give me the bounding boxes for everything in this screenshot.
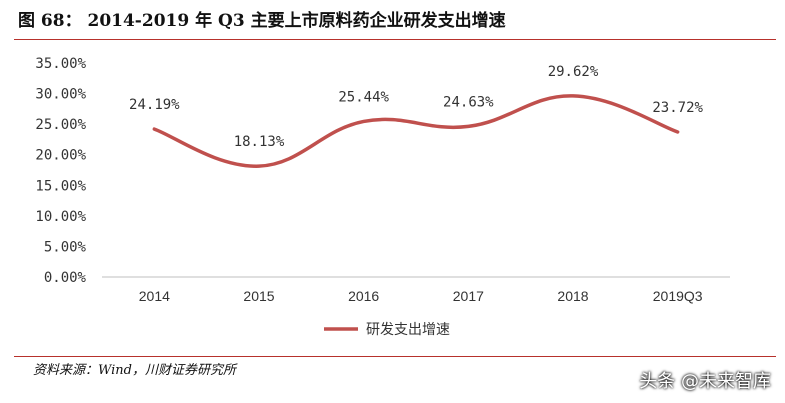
x-tick-label: 2017 (453, 288, 484, 304)
data-label: 24.19% (129, 97, 180, 113)
x-tick-label: 2014 (139, 288, 170, 304)
x-tick-label: 2018 (557, 288, 588, 304)
legend-label: 研发支出增速 (366, 322, 450, 338)
x-tick-label: 2016 (348, 288, 379, 304)
x-tick-label: 2019Q3 (653, 288, 703, 304)
data-label: 23.72% (652, 100, 703, 116)
y-tick-label: 35.00% (35, 56, 86, 72)
watermark: 头条 @未来智库 (639, 371, 771, 392)
y-tick-label: 15.00% (35, 178, 86, 194)
y-tick-label: 5.00% (44, 239, 87, 255)
figure-title: 图 68： 2014-2019 年 Q3 主要上市原料药企业研发支出增速 (18, 11, 506, 31)
y-tick-label: 30.00% (35, 87, 86, 103)
legend: 研发支出增速 (324, 322, 450, 338)
data-labels: 24.19% 18.13% 25.44% 24.63% 29.62% 23.72% (129, 64, 703, 150)
y-tick-label: 25.00% (35, 117, 86, 133)
source-note: 资料来源：Wind，川财证券研究所 (33, 363, 236, 378)
source-divider (14, 356, 776, 357)
data-label: 24.63% (443, 94, 494, 110)
data-label: 29.62% (548, 64, 599, 80)
y-axis-ticks: 0.00% 5.00% 10.00% 15.00% 20.00% 25.00% 30.00%… (35, 56, 86, 286)
y-tick-label: 20.00% (35, 148, 86, 164)
x-tick-label: 2015 (243, 288, 274, 304)
y-tick-label: 10.00% (35, 209, 86, 225)
x-axis-ticks: 2014 2015 2016 2017 2018 2019Q3 (139, 288, 703, 304)
data-label: 18.13% (234, 134, 285, 150)
series-line (152, 94, 680, 168)
y-tick-label: 0.00% (44, 270, 87, 286)
title-divider (14, 39, 776, 40)
data-label: 25.44% (338, 89, 389, 105)
